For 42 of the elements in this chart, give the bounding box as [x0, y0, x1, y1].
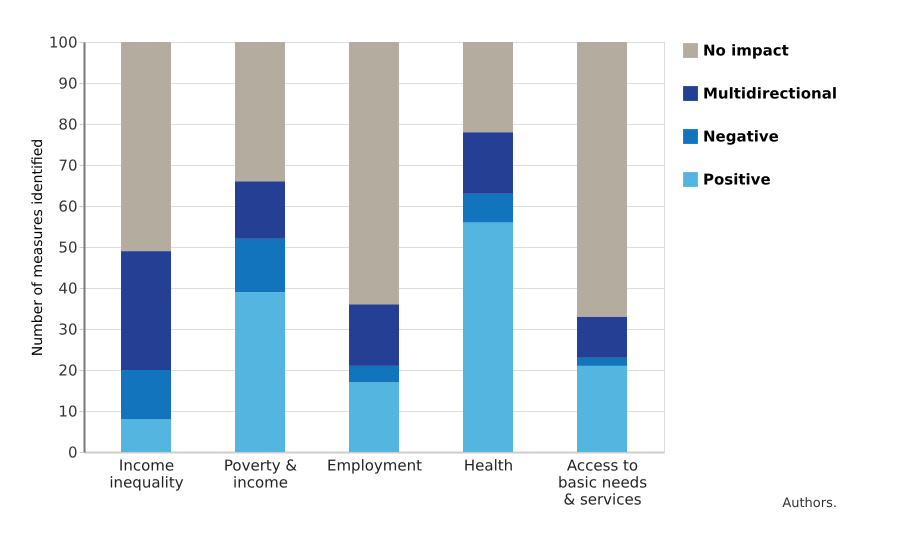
legend-label: Multidirectional: [703, 84, 837, 102]
bar: [463, 42, 513, 132]
y-tick-label: 100: [48, 34, 78, 52]
bar: [349, 304, 399, 366]
bar: [121, 370, 171, 420]
bar: [349, 382, 399, 452]
bar: [121, 251, 171, 370]
bar: [463, 132, 513, 194]
y-tick-label: 10: [58, 402, 78, 420]
legend-label: Positive: [703, 170, 771, 188]
bar: [577, 366, 627, 452]
y-tick-label: 0: [68, 444, 78, 462]
y-tick-label: 20: [58, 362, 78, 380]
y-axis-title: Number of measures identified: [30, 138, 46, 356]
x-tick-label: Health: [464, 456, 514, 474]
bar: [577, 358, 627, 366]
y-tick-label: 40: [58, 280, 78, 298]
text: Authors.: [782, 496, 837, 511]
bar: [121, 42, 171, 252]
bar: [463, 222, 513, 452]
y-tick-label: 50: [58, 238, 78, 256]
y-tick-label: 60: [58, 198, 78, 216]
legend-label: No impact: [703, 42, 789, 60]
legend-label: Negative: [703, 128, 779, 146]
y-tick-label: 30: [58, 320, 78, 338]
y-tick-label: 90: [58, 74, 78, 92]
bar: [235, 238, 285, 292]
bar: [235, 181, 285, 239]
bar: [121, 419, 171, 452]
bar: [577, 316, 627, 358]
y-tick-label: 80: [58, 116, 78, 134]
bar: [463, 194, 513, 222]
bar: [349, 42, 399, 304]
x-tick-label: Access to basic needs & services: [558, 456, 648, 508]
bar: [349, 366, 399, 382]
x-tick-label: Income inequality: [109, 456, 184, 492]
x-tick-label: Poverty & income: [224, 456, 298, 492]
bar: [577, 42, 627, 317]
bar: [235, 292, 285, 452]
x-tick-label: Employment: [326, 456, 422, 474]
bar: [235, 42, 285, 182]
y-tick-label: 70: [58, 156, 78, 174]
